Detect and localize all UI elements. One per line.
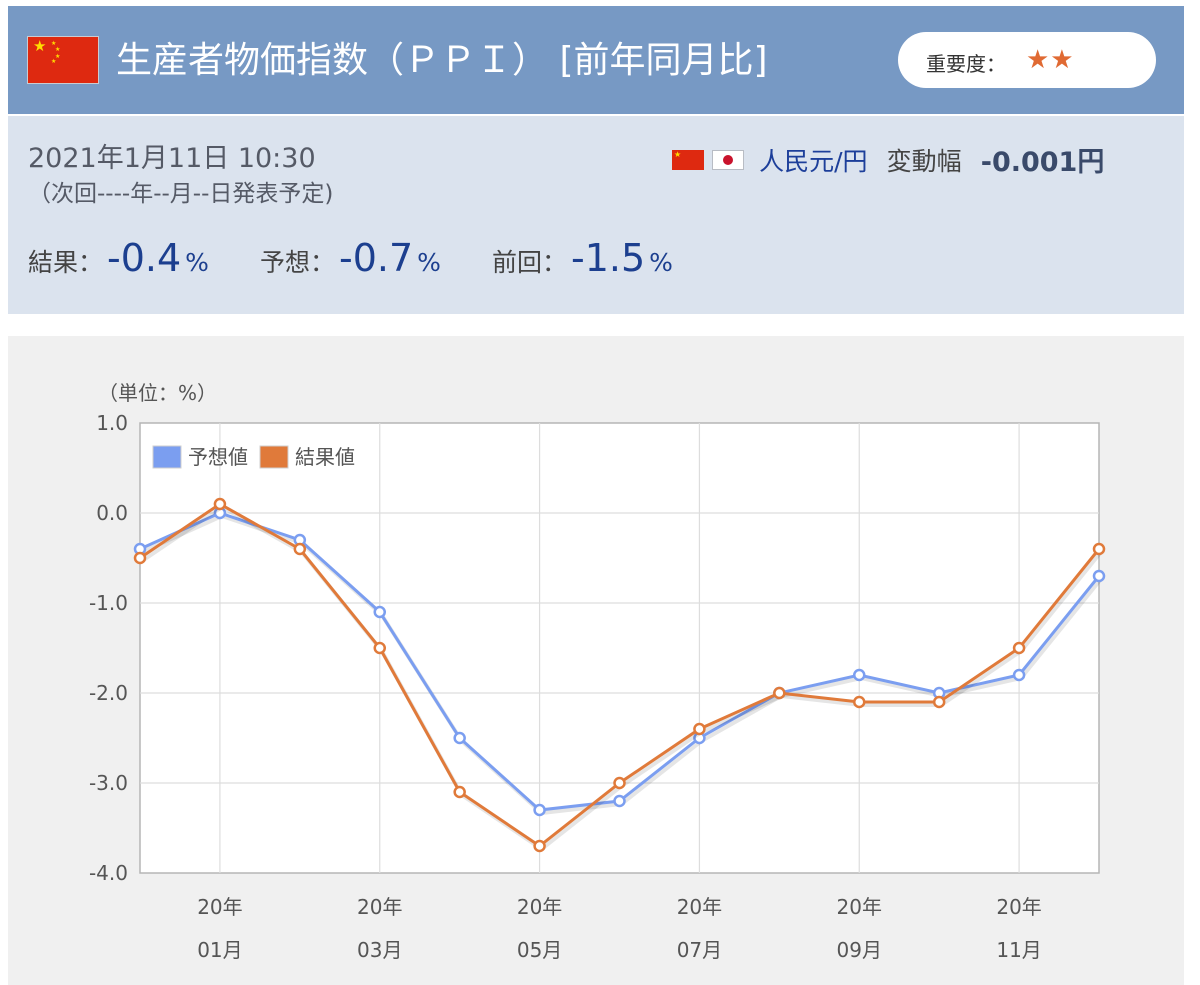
legend-swatch-forecast <box>152 445 182 469</box>
x-tick-year: 20年 <box>357 895 402 919</box>
result-unit: % <box>185 248 209 277</box>
importance-stars: ★★ <box>1026 45 1075 75</box>
result-point <box>133 551 147 565</box>
forecast-point <box>853 668 866 682</box>
result-stat: 結果： -0.4% <box>28 236 209 280</box>
result-point <box>693 722 706 736</box>
forecast-unit: % <box>417 248 441 277</box>
change-value: -0.001円 <box>980 147 1105 178</box>
next-release-note: （次回----年--月--日発表予定) <box>28 181 334 207</box>
x-tick-year: 20年 <box>517 895 562 919</box>
chart-legend: 予想値 結果値 <box>152 445 355 469</box>
previous-unit: % <box>649 248 673 277</box>
result-point <box>853 695 866 709</box>
y-tick-label: -1.0 <box>89 591 128 615</box>
previous-value: -1.5 <box>571 236 646 280</box>
x-tick-month: 03月 <box>357 938 402 962</box>
china-flag-small-icon: ★ <box>672 149 704 170</box>
chart-tick-labels: 1.0 0.0 -1.0 -2.0 -3.0 -4.0 20年 01月 20年 03月 20年 05月… <box>89 411 1042 962</box>
result-point <box>533 839 546 853</box>
importance-label: 重要度： <box>926 52 1006 76</box>
result-point <box>773 686 786 700</box>
x-tick-month: 11月 <box>996 938 1041 962</box>
x-tick-year: 20年 <box>837 895 882 919</box>
forecast-point <box>533 803 546 817</box>
result-point <box>453 785 466 799</box>
currency-pair-change: ★ 人民元/円 変動幅 -0.001円 <box>672 140 1104 178</box>
x-tick-year: 20年 <box>197 895 242 919</box>
legend-label-result: 結果値 <box>295 445 355 469</box>
result-point <box>1092 542 1106 556</box>
ppi-line-chart: （単位：%） 1.0 0.0 -1.0 -2.0 -3.0 -4.0 20年 01月 20年 03… <box>89 381 1106 962</box>
result-value: -0.4 <box>107 236 182 280</box>
y-tick-label: -2.0 <box>89 681 128 705</box>
y-tick-label: -3.0 <box>89 771 128 795</box>
japan-flag-small-icon <box>712 149 744 170</box>
x-tick-month: 09月 <box>837 938 882 962</box>
result-point <box>613 776 626 790</box>
result-point <box>1012 641 1026 655</box>
release-datetime: 2021年1月11日 10:30 <box>28 143 316 174</box>
result-point <box>293 542 307 556</box>
currency-pair-link[interactable]: 人民元/円 <box>759 146 868 176</box>
indicator-header: ★ ★ ★ ★ ★ 生産者物価指数（ＰＰＩ） [前年同月比] 重要度： ★★ <box>8 6 1184 114</box>
chart-series <box>133 497 1106 853</box>
change-label: 変動幅 <box>886 146 962 176</box>
previous-stat: 前回： -1.5% <box>492 236 673 280</box>
forecast-point <box>373 605 386 619</box>
importance-badge: 重要度： ★★ <box>898 32 1156 88</box>
y-tick-label: 1.0 <box>96 411 128 435</box>
legend-label-forecast: 予想値 <box>188 445 248 469</box>
forecast-point <box>1012 668 1026 682</box>
x-tick-year: 20年 <box>677 895 722 919</box>
x-tick-year: 20年 <box>996 895 1041 919</box>
y-tick-label: 0.0 <box>96 501 128 525</box>
result-point <box>373 641 386 655</box>
chart-panel: （単位：%） 1.0 0.0 -1.0 -2.0 -3.0 -4.0 20年 01月 20年 03… <box>8 336 1184 985</box>
result-point <box>213 497 227 511</box>
forecast-point <box>453 731 466 745</box>
forecast-point <box>1092 569 1106 583</box>
forecast-point <box>613 794 626 808</box>
x-tick-month: 01月 <box>197 938 242 962</box>
legend-swatch-result <box>259 445 289 469</box>
x-tick-month: 07月 <box>677 938 722 962</box>
x-tick-month: 05月 <box>517 938 562 962</box>
chart-unit-label: （単位：%） <box>98 381 217 405</box>
china-flag-icon: ★ ★ ★ ★ ★ <box>28 37 98 83</box>
forecast-stat: 予想： -0.7% <box>260 236 441 280</box>
forecast-value: -0.7 <box>339 236 414 280</box>
result-label: 結果： <box>28 248 104 277</box>
indicator-title: 生産者物価指数（ＰＰＩ） [前年同月比] <box>116 40 768 81</box>
y-tick-label: -4.0 <box>89 861 128 885</box>
release-info-panel: 2021年1月11日 10:30 （次回----年--月--日発表予定) ★ 人… <box>8 116 1184 314</box>
result-point <box>932 695 946 709</box>
forecast-label: 予想： <box>260 248 336 277</box>
previous-label: 前回： <box>492 248 568 277</box>
